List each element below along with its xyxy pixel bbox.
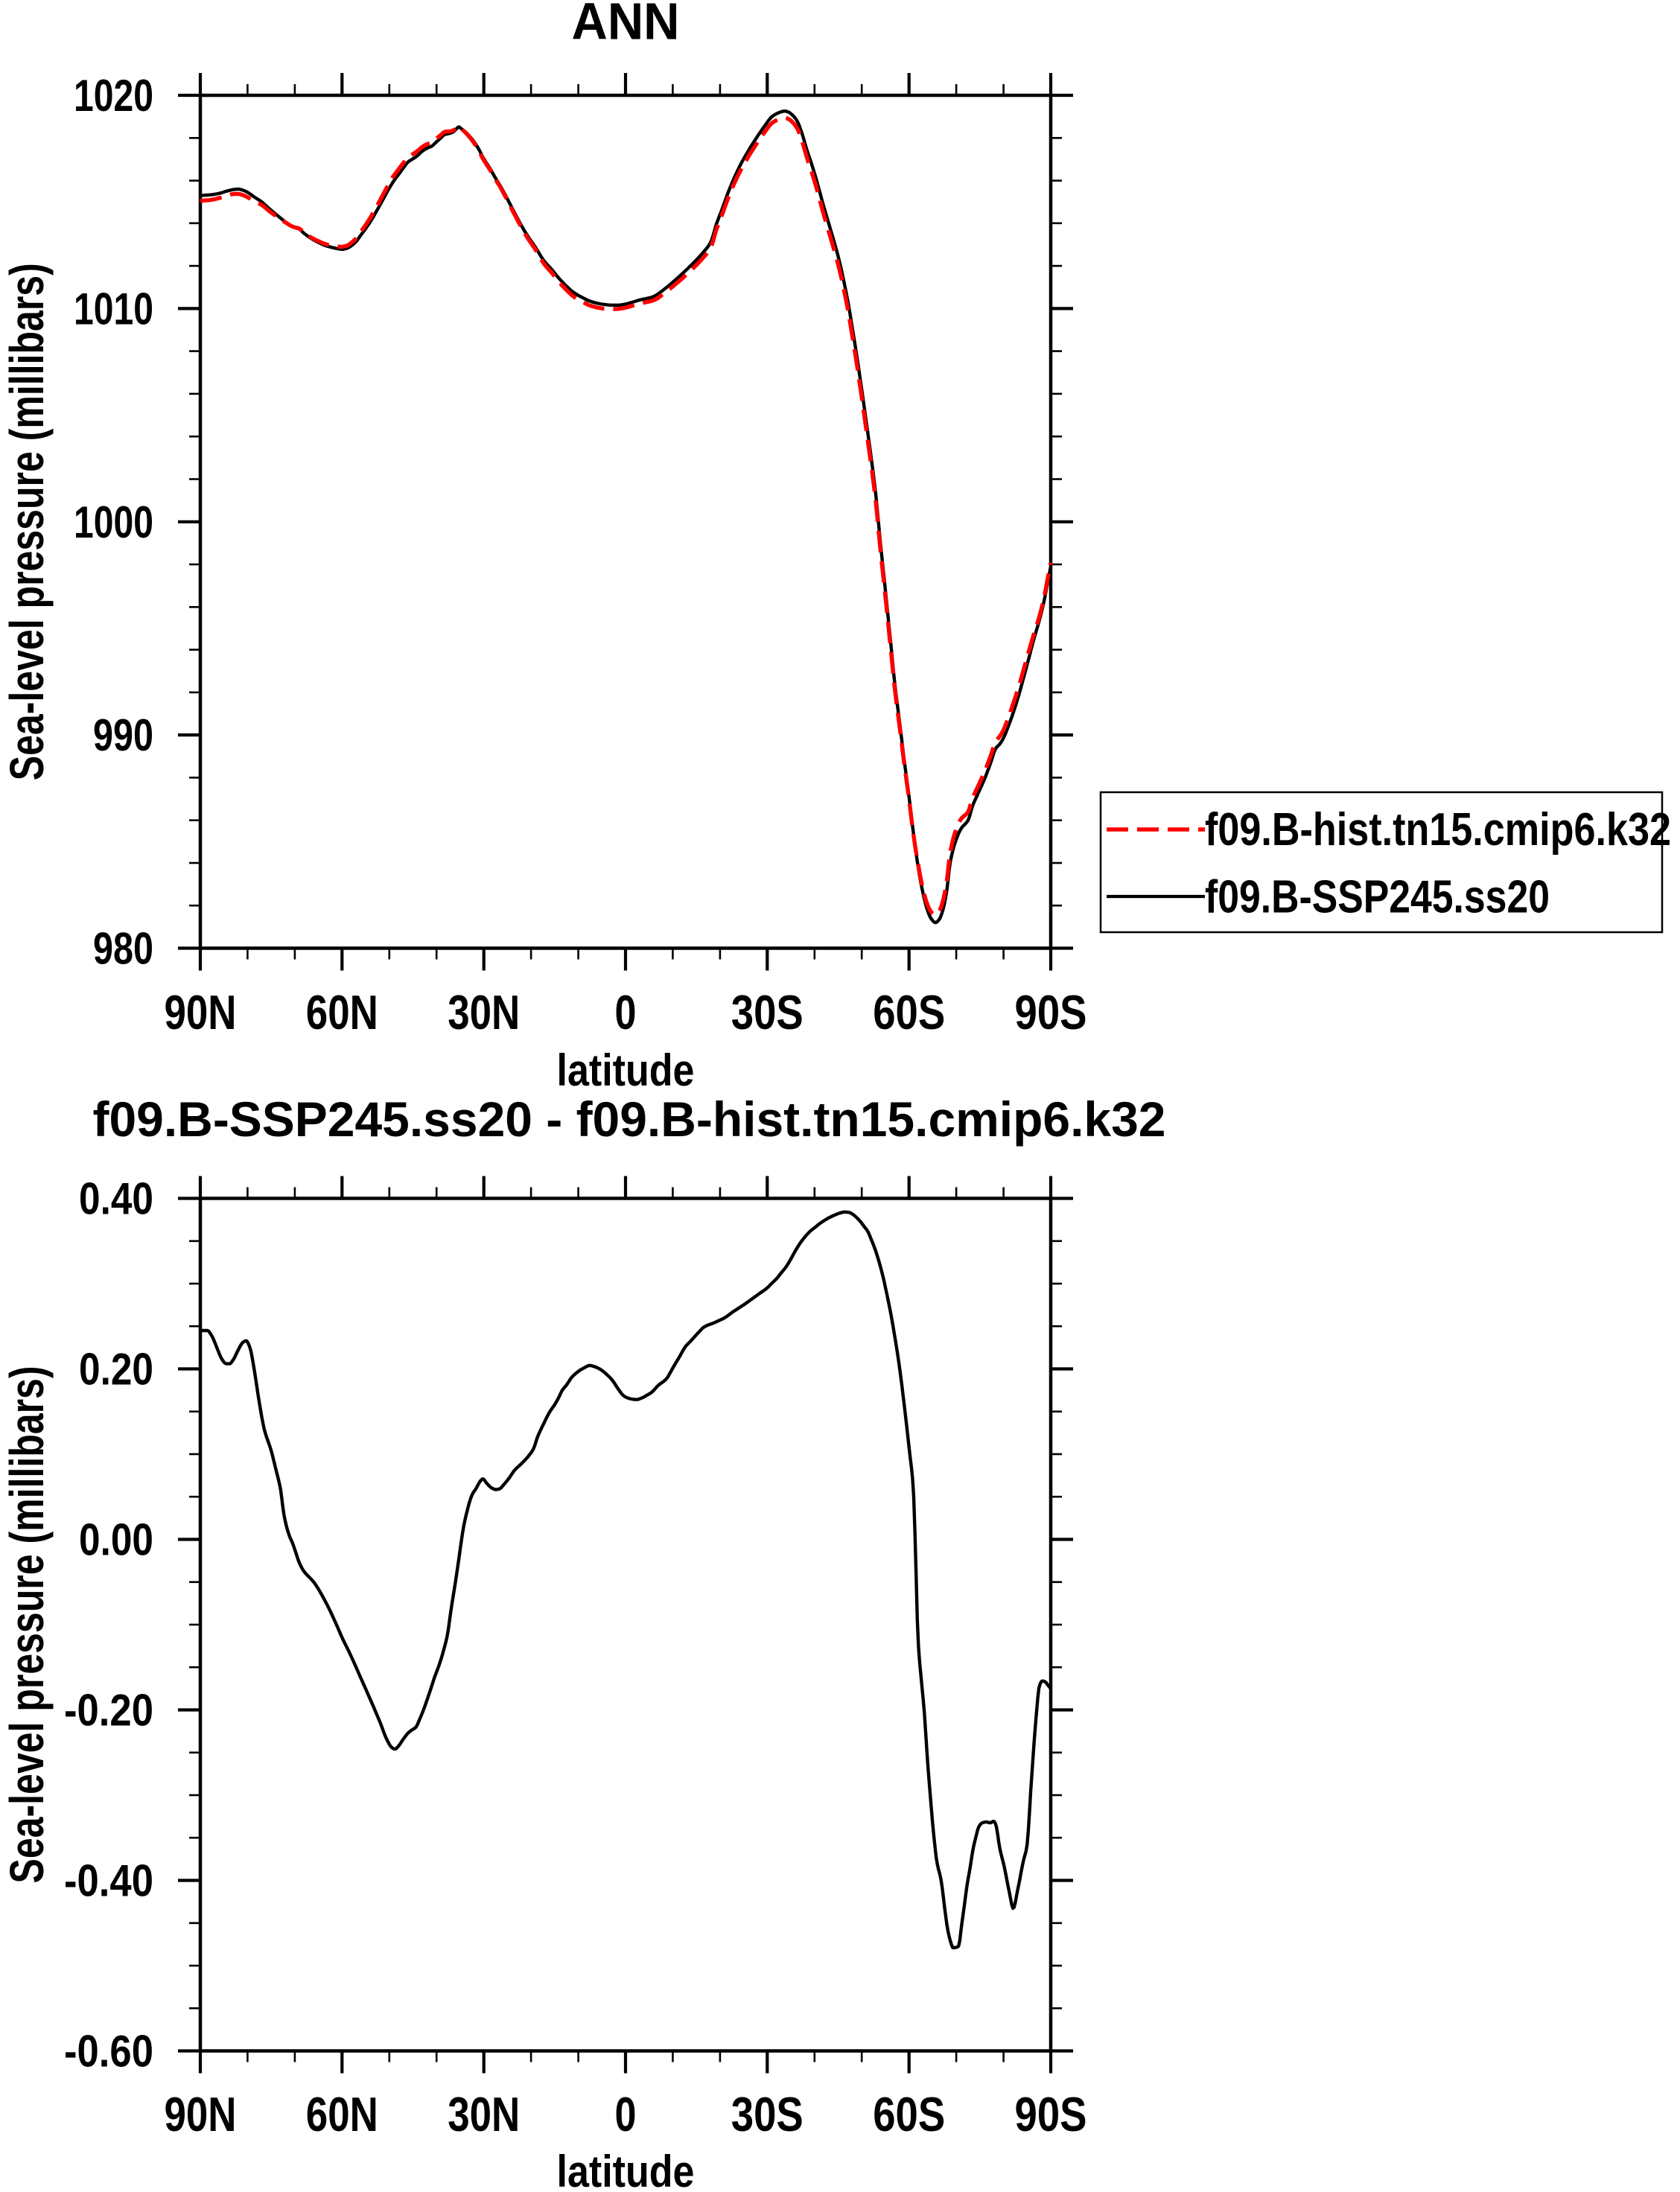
svg-text:990: 990: [93, 710, 153, 760]
svg-text:f09.B-hist.tn15.cmip6.k32: f09.B-hist.tn15.cmip6.k32: [1205, 804, 1671, 856]
svg-text:0.00: 0.00: [79, 1515, 153, 1565]
svg-text:60S: 60S: [873, 985, 945, 1039]
svg-text:0: 0: [615, 985, 637, 1039]
svg-text:90N: 90N: [165, 2087, 237, 2141]
svg-text:1010: 1010: [74, 284, 153, 334]
svg-text:1020: 1020: [74, 71, 153, 121]
svg-text:0.20: 0.20: [79, 1345, 153, 1395]
svg-text:30N: 30N: [448, 2087, 520, 2141]
svg-text:Sea-level pressure (millibars): Sea-level pressure (millibars): [0, 1366, 54, 1884]
svg-text:-0.60: -0.60: [64, 2027, 153, 2077]
svg-text:ANN: ANN: [572, 0, 680, 51]
svg-text:latitude: latitude: [557, 1045, 695, 1095]
svg-text:latitude: latitude: [557, 2147, 695, 2192]
svg-text:-0.40: -0.40: [64, 1856, 153, 1906]
svg-text:-0.20: -0.20: [64, 1686, 153, 1736]
svg-text:30S: 30S: [731, 2087, 804, 2141]
svg-text:0: 0: [615, 2087, 637, 2141]
svg-text:60N: 60N: [306, 2087, 378, 2141]
svg-text:f09.B-SSP245.ss20 - f09.B-hist: f09.B-SSP245.ss20 - f09.B-hist.tn15.cmip…: [93, 1092, 1166, 1147]
svg-text:90N: 90N: [165, 985, 237, 1039]
svg-text:90S: 90S: [1015, 2087, 1087, 2141]
svg-text:980: 980: [93, 924, 153, 974]
svg-text:60S: 60S: [873, 2087, 945, 2141]
svg-text:f09.B-SSP245.ss20: f09.B-SSP245.ss20: [1205, 872, 1550, 923]
svg-text:90S: 90S: [1015, 985, 1087, 1039]
svg-text:30S: 30S: [731, 985, 804, 1039]
svg-text:30N: 30N: [448, 985, 520, 1039]
svg-text:1000: 1000: [74, 497, 153, 547]
svg-text:60N: 60N: [306, 985, 378, 1039]
svg-text:0.40: 0.40: [79, 1174, 153, 1224]
svg-text:Sea-level pressure (millibars): Sea-level pressure (millibars): [0, 263, 54, 780]
